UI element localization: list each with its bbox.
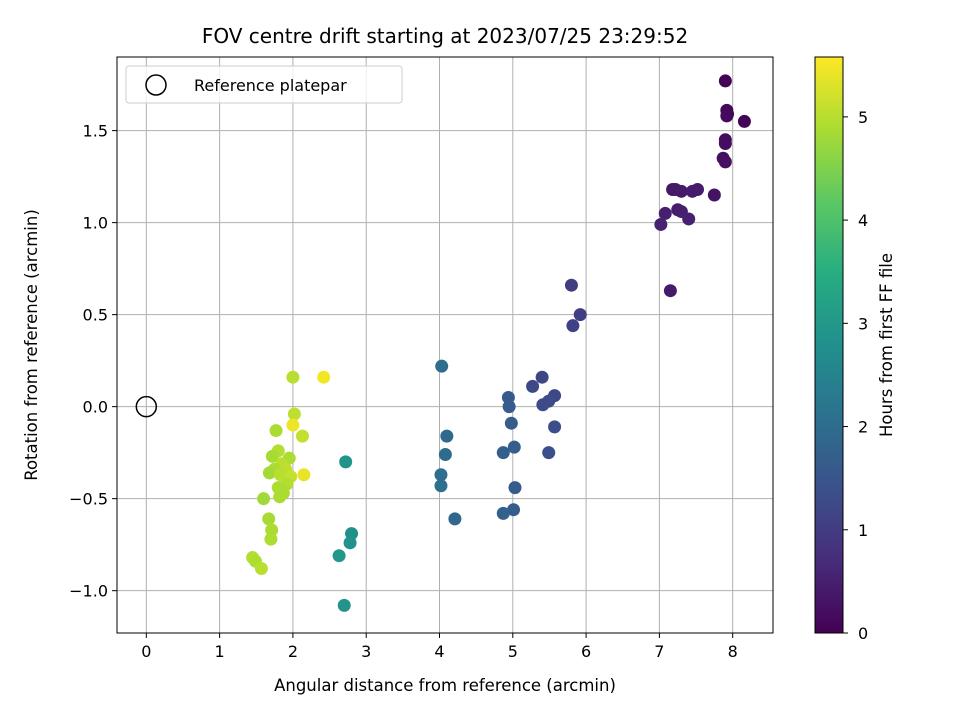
data-point <box>435 359 449 373</box>
data-point <box>254 562 268 576</box>
data-point <box>343 536 357 550</box>
y-tick-label: 0.5 <box>83 306 108 325</box>
colorbar-tick-label: 2 <box>858 418 868 437</box>
data-point <box>508 481 522 495</box>
data-point <box>286 370 300 384</box>
data-point <box>674 184 688 198</box>
data-point <box>337 598 351 612</box>
x-tick-label: 4 <box>434 642 444 661</box>
colorbar-ticks: 0 1 2 3 4 5 <box>843 108 868 643</box>
x-tick-label: 6 <box>581 642 591 661</box>
data-point <box>507 503 521 517</box>
legend-label-reference: Reference platepar <box>194 76 347 95</box>
data-point <box>269 424 283 438</box>
data-point <box>434 468 448 482</box>
x-tick-label: 8 <box>728 642 738 661</box>
data-point <box>718 155 732 169</box>
x-axis: 0 1 2 3 4 5 6 7 8 <box>141 633 738 661</box>
data-point <box>332 549 346 563</box>
data-point <box>286 418 300 432</box>
colorbar-tick-label: 3 <box>858 314 868 333</box>
data-point <box>502 400 516 414</box>
data-point <box>573 308 587 322</box>
y-tick-label: −1.0 <box>69 582 108 601</box>
data-point <box>504 416 518 430</box>
data-point <box>507 440 521 454</box>
data-point <box>434 479 448 493</box>
data-point <box>317 370 331 384</box>
data-point <box>663 284 677 298</box>
data-point <box>720 109 734 123</box>
x-axis-label: Angular distance from reference (arcmin) <box>274 676 616 695</box>
y-axis-label: Rotation from reference (arcmin) <box>22 209 41 481</box>
colorbar-gradient <box>814 56 844 634</box>
chart-title: FOV centre drift starting at 2023/07/25 … <box>202 24 688 48</box>
legend: Reference platepar <box>125 65 403 104</box>
data-point <box>707 188 721 202</box>
data-point <box>535 370 549 384</box>
colorbar: 0 1 2 3 4 5 Hours from first FF file <box>814 56 896 643</box>
data-point <box>440 429 454 443</box>
data-point <box>265 449 279 463</box>
y-tick-label: −0.5 <box>69 490 108 509</box>
data-point <box>273 468 287 482</box>
y-axis: −1.0 −0.5 0.0 0.5 1.0 1.5 <box>69 122 117 601</box>
data-point <box>691 182 705 196</box>
data-point <box>542 446 556 460</box>
data-point <box>536 398 550 412</box>
legend-marker-reference <box>145 74 167 96</box>
colorbar-label: Hours from first FF file <box>877 253 896 437</box>
data-point <box>658 206 672 220</box>
plot-frame <box>116 56 774 634</box>
data-point <box>295 429 309 443</box>
data-point <box>496 446 510 460</box>
data-point <box>737 114 751 128</box>
data-point <box>718 136 732 150</box>
data-point <box>448 512 462 526</box>
x-tick-label: 0 <box>141 642 151 661</box>
colorbar-tick-label: 5 <box>858 108 868 127</box>
colorbar-tick-label: 4 <box>858 211 868 230</box>
data-points <box>246 74 751 612</box>
data-point <box>682 212 696 226</box>
y-tick-label: 1.0 <box>83 214 108 233</box>
colorbar-tick-label: 0 <box>858 624 868 643</box>
plot-area <box>116 56 774 634</box>
y-tick-label: 1.5 <box>83 122 108 141</box>
colorbar-tick-label: 1 <box>858 521 868 540</box>
x-tick-label: 1 <box>215 642 225 661</box>
data-point <box>257 492 271 506</box>
plot-background <box>117 57 773 633</box>
data-point <box>287 407 301 421</box>
data-point <box>264 532 278 546</box>
y-tick-label: 0.0 <box>83 398 108 417</box>
x-tick-label: 7 <box>654 642 664 661</box>
data-point <box>564 278 578 292</box>
legend-box <box>125 65 403 104</box>
data-point <box>262 466 276 480</box>
data-point <box>548 420 562 434</box>
data-point <box>273 490 287 504</box>
data-point <box>262 512 276 526</box>
data-point <box>496 506 510 520</box>
data-point <box>566 319 580 333</box>
data-point <box>718 74 732 88</box>
data-point <box>526 379 540 393</box>
x-tick-label: 2 <box>288 642 298 661</box>
data-point <box>654 217 668 231</box>
reference-platepar-marker <box>135 395 158 418</box>
x-tick-label: 5 <box>508 642 518 661</box>
data-point <box>297 468 311 482</box>
x-tick-label: 3 <box>361 642 371 661</box>
data-point <box>438 447 452 461</box>
data-point <box>339 455 353 469</box>
